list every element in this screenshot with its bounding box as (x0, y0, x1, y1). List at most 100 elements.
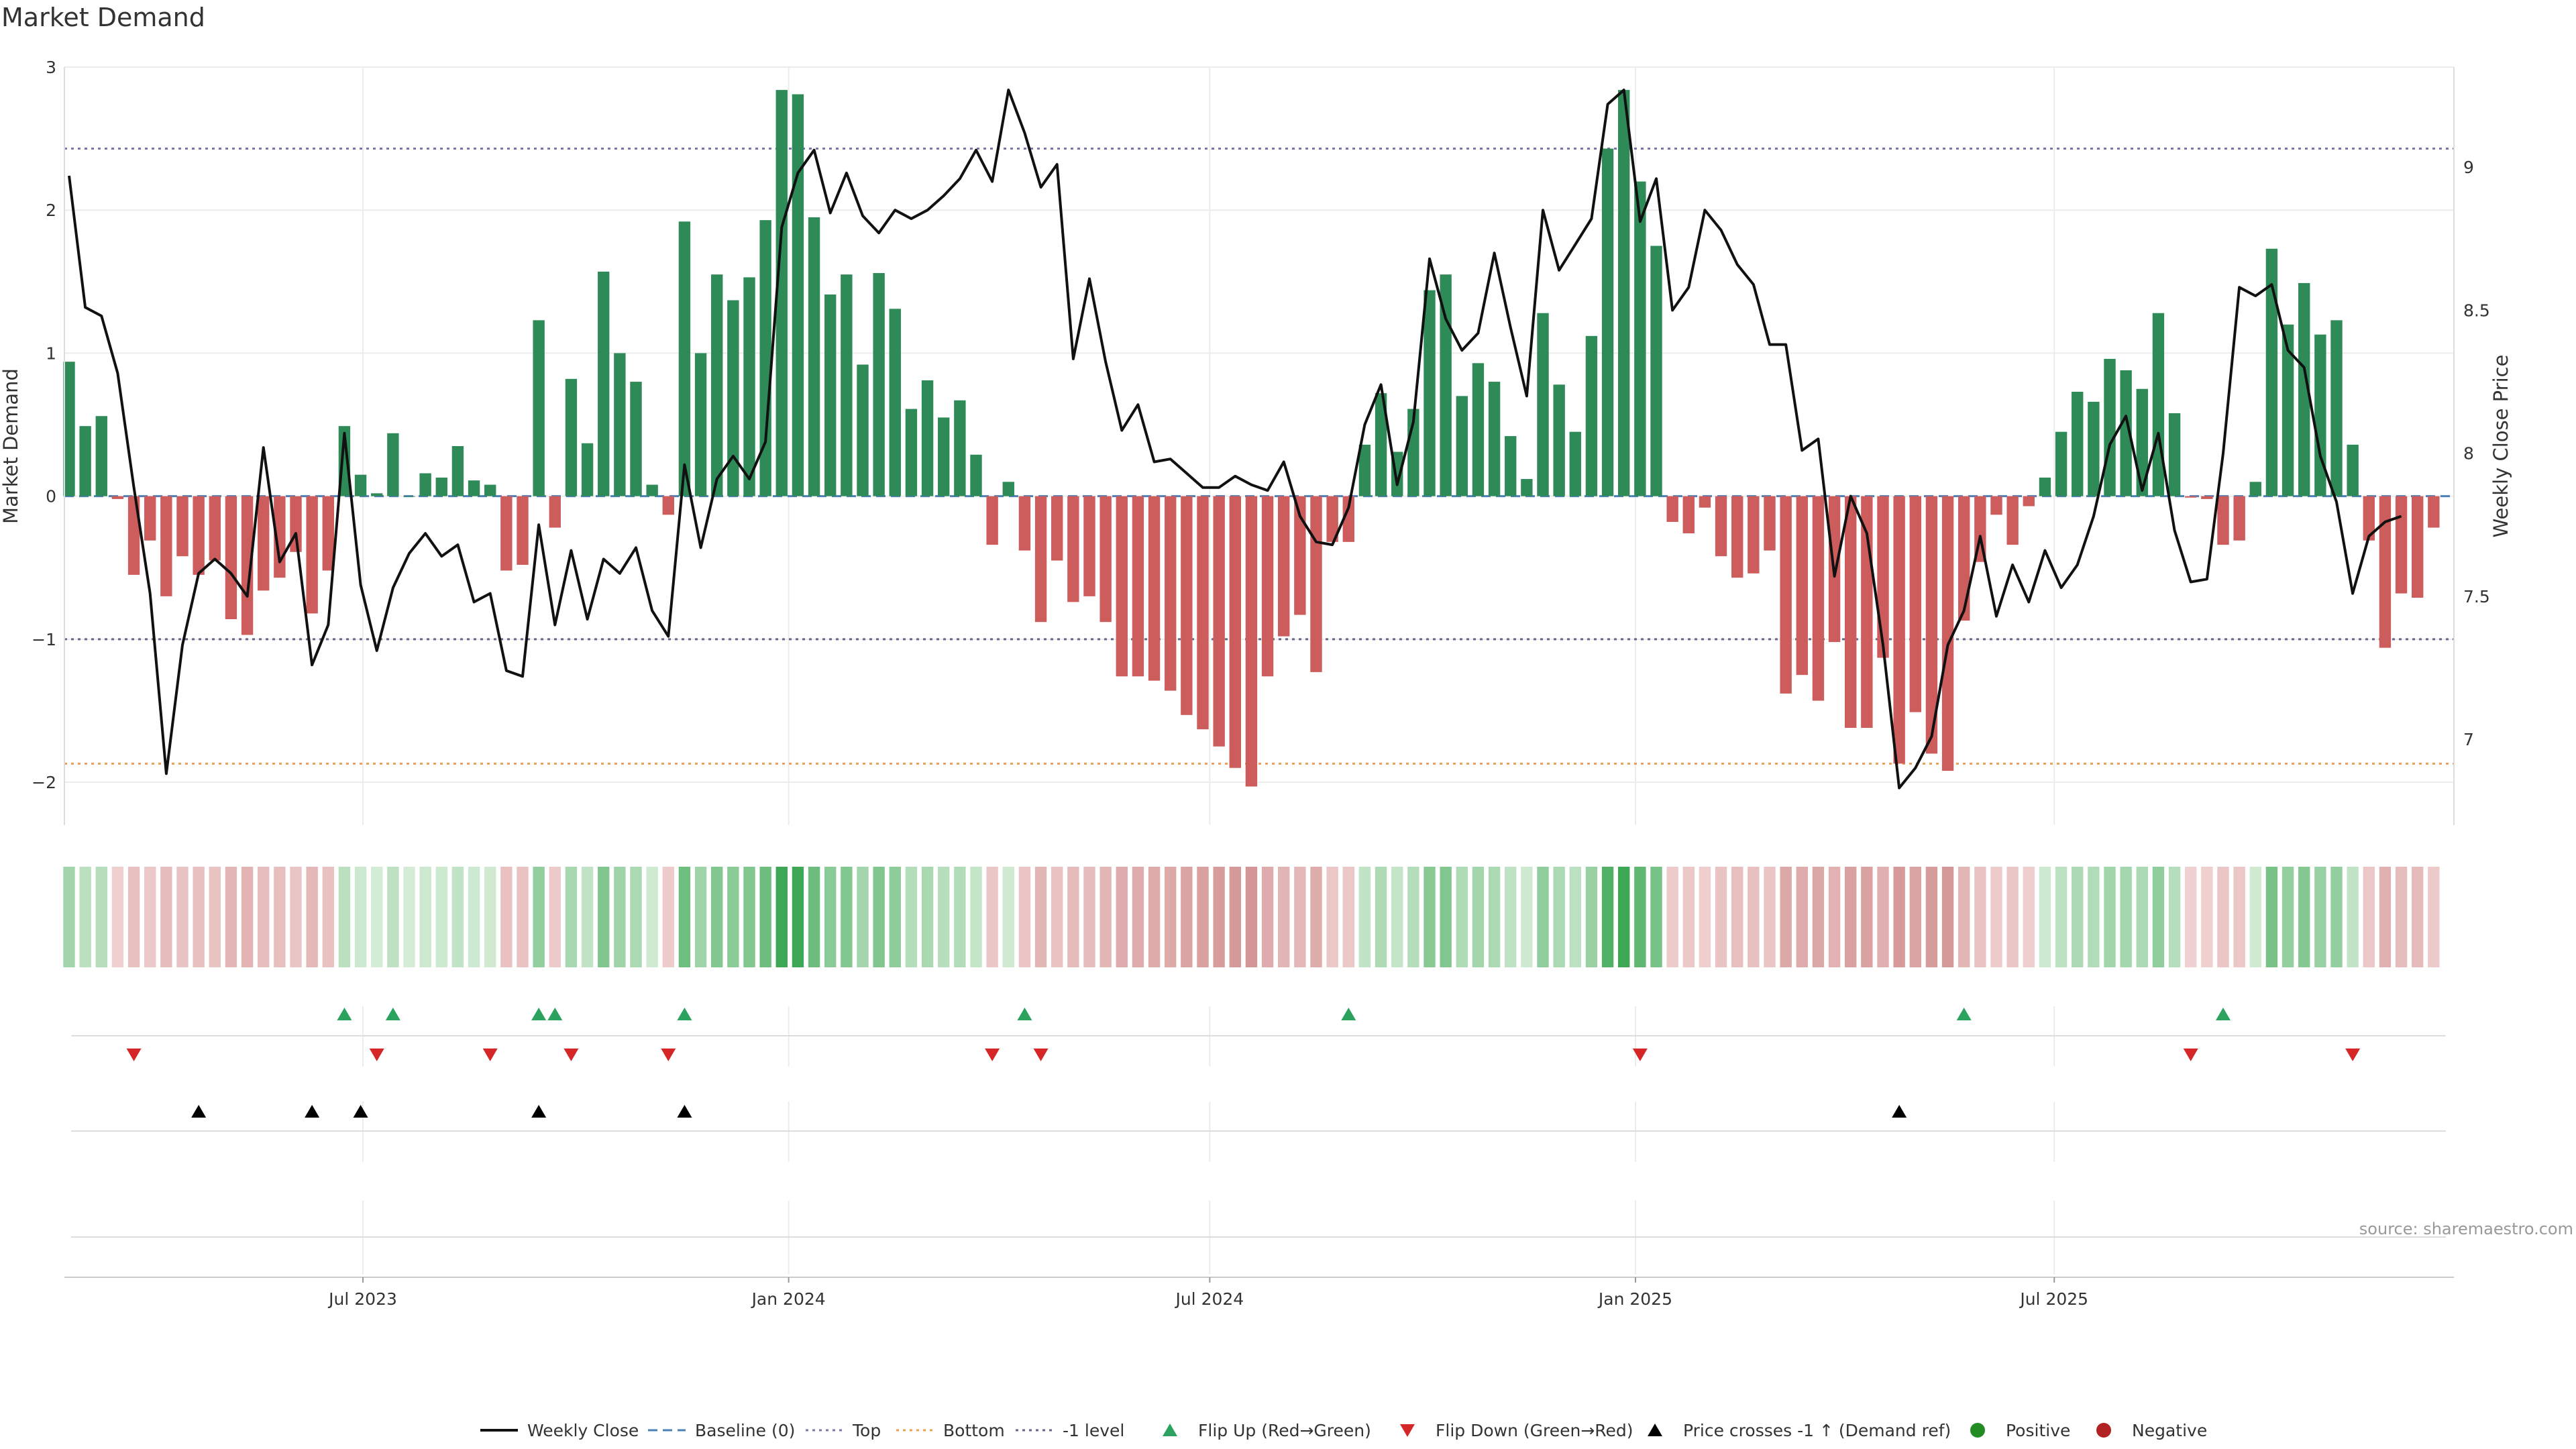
demand-bar (1634, 181, 1646, 496)
heat-cell (500, 867, 513, 967)
demand-bar (1682, 496, 1695, 534)
demand-bar (1569, 431, 1581, 496)
demand-bar (1699, 496, 1711, 508)
demand-bar (646, 484, 658, 496)
demand-bar (2152, 313, 2165, 496)
flip-down-marker (2183, 1049, 2198, 1061)
heat-cell (1051, 867, 1063, 967)
demand-bar (1067, 496, 1079, 602)
heat-cell (63, 867, 75, 967)
heat-cell (1358, 867, 1371, 967)
x-tick-label: Jul 2023 (327, 1289, 397, 1309)
demand-bar (1132, 496, 1144, 677)
heat-cell (2104, 867, 2116, 967)
flip-up-marker (547, 1008, 563, 1020)
demand-bar (1715, 496, 1727, 557)
legend-item-top: Top (806, 1421, 881, 1440)
demand-bar (970, 454, 982, 496)
demand-bar (921, 380, 934, 496)
demand-bar (2412, 496, 2424, 598)
flip-up-marker (1017, 1008, 1032, 1020)
heat-cell (2217, 867, 2229, 967)
demand-bar (2217, 496, 2229, 545)
heat-cell (565, 867, 578, 967)
demand-bar (2298, 282, 2310, 496)
heat-cell (1326, 867, 1338, 967)
demand-bar (95, 416, 107, 496)
demand-bar (581, 443, 594, 496)
demand-bar (2006, 496, 2019, 545)
heat-cell (743, 867, 755, 967)
legend-item-pos: Positive (1970, 1421, 2070, 1440)
demand-bar (1958, 496, 1970, 621)
demand-bar (1375, 393, 1387, 496)
demand-bar (1666, 496, 1678, 522)
heat-cell (1764, 867, 1776, 967)
heat-cell (630, 867, 642, 967)
heat-cell (2233, 867, 2245, 967)
heat-cell (160, 867, 172, 967)
demand-bar (1764, 496, 1776, 551)
demand-bar (1181, 496, 1193, 715)
heat-cell (581, 867, 594, 967)
flip-up-marker (531, 1008, 547, 1020)
heat-cell (2330, 867, 2343, 967)
heat-cell (306, 867, 318, 967)
heat-cell (2168, 867, 2181, 967)
right-tick-label: 7.5 (2463, 587, 2490, 606)
flip-up-marker (2216, 1008, 2231, 1020)
heat-cell (1521, 867, 1533, 967)
price-cross-marker (191, 1105, 207, 1118)
legend-item-neg: Negative (2096, 1421, 2207, 1440)
demand-bar (1537, 313, 1549, 496)
demand-bar (435, 477, 447, 496)
demand-bar (468, 480, 480, 496)
demand-bar (2136, 388, 2148, 496)
demand-bar (1326, 496, 1338, 542)
demand-bar (905, 409, 918, 496)
demand-bar (2428, 496, 2440, 528)
left-tick-label: 0 (46, 487, 56, 506)
heat-cell (274, 867, 286, 967)
heat-cell (662, 867, 674, 967)
demand-bar (225, 496, 237, 619)
heat-cell (209, 867, 221, 967)
heat-cell (2265, 867, 2278, 967)
demand-bar (2104, 358, 2116, 496)
demand-bar (517, 496, 529, 565)
demand-bar (1618, 90, 1630, 496)
legend-swatch-flipup (1163, 1424, 1177, 1436)
heat-cell (144, 867, 156, 967)
demand-bar (1877, 496, 1889, 658)
demand-bar (2249, 482, 2261, 496)
demand-bar (2347, 444, 2359, 496)
demand-bar (451, 446, 464, 496)
demand-bar (2023, 496, 2035, 506)
heat-cell (95, 867, 107, 967)
demand-bar (1505, 436, 1517, 496)
heat-cell (1245, 867, 1258, 967)
demand-bar (841, 274, 853, 496)
demand-bar (1165, 496, 1177, 691)
legend-label: Bottom (943, 1421, 1005, 1440)
heat-cell (1034, 867, 1047, 967)
flip-up-marker (1341, 1008, 1356, 1020)
heat-cell (79, 867, 91, 967)
heat-cell (1165, 867, 1177, 967)
demand-bar (1925, 496, 1938, 754)
heat-cell (1699, 867, 1711, 967)
demand-bar (1472, 363, 1485, 496)
heat-cell (2006, 867, 2019, 967)
x-axis-layer: Jul 2023 Jan 2024 Jul 2024 Jan 2025 Jul 2025 (64, 1277, 2454, 1309)
legend-item-cross: Price crosses -1 ↑ (Demand ref) (1648, 1421, 1951, 1440)
heat-strip-layer (63, 867, 2440, 967)
demand-bar (1294, 496, 1306, 615)
heat-cell (1116, 867, 1128, 967)
heat-cell (873, 867, 885, 967)
heat-cell (1342, 867, 1354, 967)
heat-cell (176, 867, 189, 967)
price-line-layer (68, 89, 2402, 790)
demand-bar (711, 274, 723, 496)
heat-cell (1958, 867, 1970, 967)
